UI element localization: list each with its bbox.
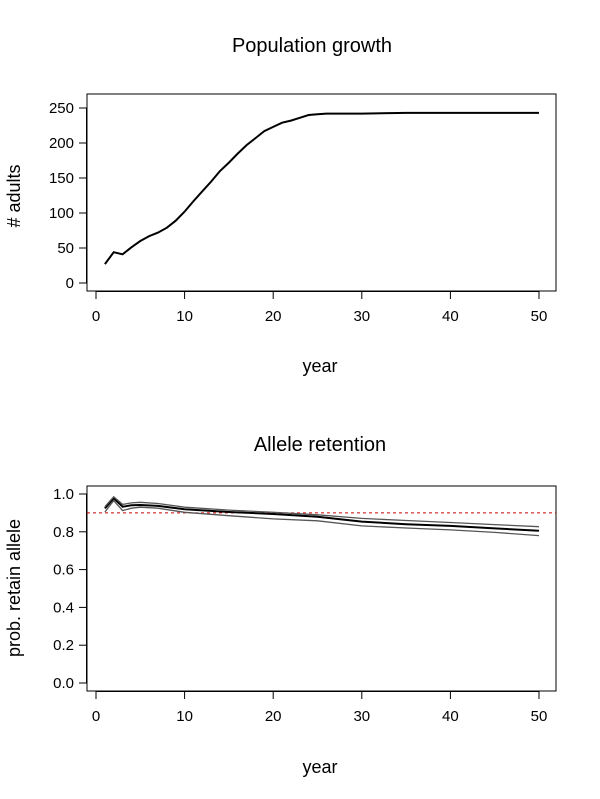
y-axis-label: prob. retain allele: [4, 519, 24, 657]
x-tick-label: 40: [442, 708, 459, 725]
allele-retention-panel: Allele retention year prob. retain allel…: [4, 434, 557, 777]
population-growth-panel: Population growth year # adults 0 10 20 30 4…: [4, 35, 557, 376]
x-tick-label: 50: [531, 308, 548, 325]
chart-title: Allele retention: [254, 434, 386, 456]
series-line: [104, 111, 539, 265]
y-tick-label: 100: [49, 205, 74, 222]
y-tick-label: 50: [57, 240, 74, 257]
x-tick-label: 10: [176, 708, 193, 725]
x-tick-label: 10: [176, 308, 193, 325]
x-axis-label: year: [302, 356, 337, 376]
x-tick-label: 40: [442, 308, 459, 325]
y-tick-label: 0.8: [53, 524, 74, 541]
y-axis-label: # adults: [4, 164, 24, 227]
x-tick-label: 0: [92, 708, 100, 725]
y-tick-label: 200: [49, 135, 74, 152]
lower-bound-line: [104, 499, 540, 537]
x-tick-label: 50: [531, 708, 548, 725]
y-tick-label: 250: [49, 100, 74, 117]
y-tick-label: 0.0: [53, 675, 74, 692]
x-tick-label: 30: [353, 308, 370, 325]
x-tick-label: 20: [265, 308, 282, 325]
y-tick-label: 0: [66, 275, 74, 292]
upper-bound-line: [104, 495, 540, 528]
chart-title: Population growth: [232, 35, 392, 57]
y-tick-label: 1.0: [53, 486, 74, 503]
x-tick-label: 20: [265, 708, 282, 725]
x-tick-label: 0: [92, 308, 100, 325]
plot-frame: [86, 93, 557, 292]
y-tick-label: 0.2: [53, 637, 74, 654]
y-tick-label: 0.4: [53, 599, 74, 616]
x-tick-label: 30: [353, 708, 370, 725]
y-tick-label: 150: [49, 170, 74, 187]
series-line: [104, 496, 540, 532]
x-axis-label: year: [302, 757, 337, 777]
y-tick-label: 0.6: [53, 562, 74, 579]
